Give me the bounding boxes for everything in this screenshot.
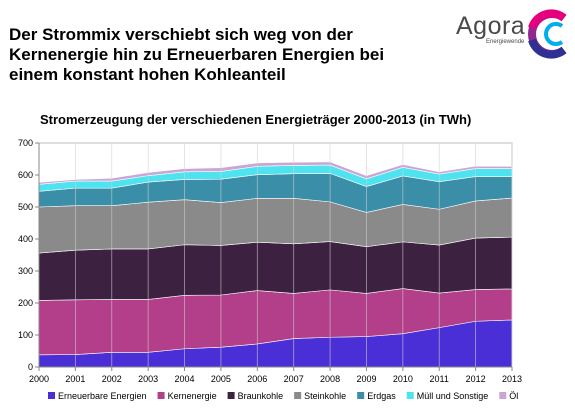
- stacked-area-chart: 0 100 200 300 400 500 600 700 2000 2001 2002 2003 20…: [18, 138, 522, 401]
- headline: Der Strommix verschiebt sich weg von der…: [9, 25, 429, 85]
- legend-label-5: Erdgas: [367, 391, 396, 401]
- y-tick-label: 100: [18, 330, 33, 340]
- legend-label-4: Steinkohle: [304, 391, 346, 401]
- legend-swatch-2: [157, 392, 165, 399]
- legend-label-6: Müll und Sonstige: [417, 391, 489, 401]
- x-tick-label: 2001: [65, 374, 85, 384]
- legend-swatch-1: [48, 392, 55, 399]
- headline-line-3: einem konstant hohen Kohleanteil: [9, 65, 286, 84]
- logo-name: Agora: [456, 12, 526, 40]
- legend-label-7: Öl: [509, 391, 518, 401]
- logo-ring-icon: [528, 9, 567, 59]
- x-tick-label: 2002: [102, 374, 122, 384]
- agora-logo: Agora Energiewende: [456, 9, 572, 59]
- x-tick-label: 2005: [211, 374, 231, 384]
- x-tick-label: 2007: [284, 374, 304, 384]
- legend-label-1: Erneuerbare Energien: [58, 391, 147, 401]
- y-tick-label: 400: [18, 234, 33, 244]
- headline-line-2: Kernenergie hin zu Erneuerbaren Energien…: [9, 45, 385, 64]
- legend-label-3: Braunkohle: [238, 391, 284, 401]
- headline-line-1: Der Strommix verschiebt sich weg von der: [9, 25, 353, 44]
- y-tick-label: 600: [18, 170, 33, 180]
- x-tick-label: 2000: [29, 374, 49, 384]
- x-tick-label: 2008: [320, 374, 340, 384]
- x-tick-label: 2013: [502, 374, 522, 384]
- logo-subtitle: Energiewende: [486, 39, 525, 45]
- y-tick-label: 500: [18, 202, 33, 212]
- x-tick-label: 2004: [175, 374, 195, 384]
- x-tick-label: 2009: [356, 374, 376, 384]
- y-tick-label: 0: [28, 362, 33, 372]
- legend-swatch-5: [357, 392, 365, 399]
- x-tick-label: 2010: [393, 374, 413, 384]
- y-tick-label: 700: [18, 138, 33, 148]
- x-tick-label: 2012: [466, 374, 486, 384]
- x-tick-label: 2003: [138, 374, 158, 384]
- chart-title: Stromerzeugung der verschiedenen Energie…: [40, 112, 472, 127]
- x-tick-label: 2006: [247, 374, 267, 384]
- chart-panel: 0 100 200 300 400 500 600 700 2000 2001 2002 2003 20…: [0, 99, 575, 416]
- y-tick-label: 200: [18, 298, 33, 308]
- legend-swatch-7: [499, 392, 507, 399]
- legend-swatch-4: [294, 392, 302, 399]
- y-tick-label: 300: [18, 266, 33, 276]
- x-tick-label: 2011: [430, 374, 449, 384]
- legend-swatch-3: [227, 392, 235, 399]
- legend-swatch-6: [406, 392, 414, 399]
- legend-label-2: Kernenergie: [168, 391, 217, 401]
